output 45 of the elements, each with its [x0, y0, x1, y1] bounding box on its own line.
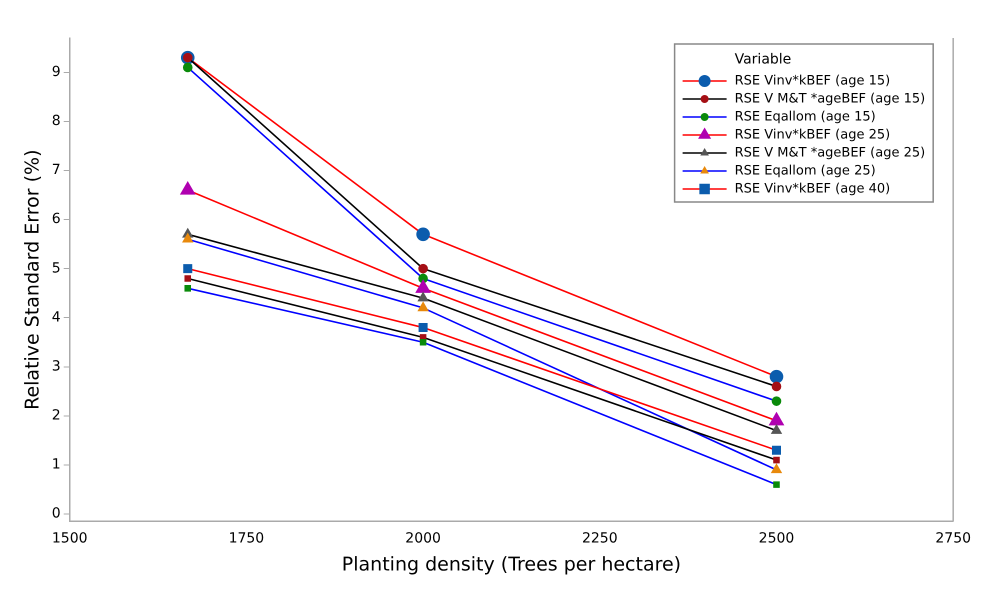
point [418, 264, 428, 274]
x-tick-label: 2000 [405, 530, 441, 546]
y-tick-label: 1 [52, 456, 61, 473]
point [184, 285, 192, 292]
legend-label: RSE Eqallom (age 15) [734, 109, 876, 124]
x-tick-label: 1750 [228, 530, 264, 546]
legend-label: RSE Eqallom (age 25) [734, 163, 876, 178]
legend-label: RSE V M&T *ageBEF (age 25) [734, 145, 926, 160]
point [771, 424, 782, 434]
legend-label: RSE Vinv*kBEF (age 40) [734, 181, 890, 196]
legend-label: RSE Vinv*kBEF (age 25) [734, 127, 890, 142]
legend-label: RSE V M&T *ageBEF (age 15) [734, 91, 926, 106]
y-axis-title: Relative Standard Error (%) [21, 150, 44, 410]
point [183, 264, 192, 274]
point [418, 292, 428, 302]
x-tick-label: 2500 [758, 530, 794, 546]
point [772, 396, 782, 406]
point [773, 481, 780, 488]
y-tick-label: 3 [52, 358, 61, 374]
y-tick-label: 5 [52, 260, 61, 276]
point [418, 302, 428, 312]
y-tick-label: 7 [52, 162, 61, 178]
point [771, 464, 782, 474]
legend-title: Variable [734, 52, 792, 68]
point [416, 228, 430, 242]
point [182, 62, 193, 72]
point [182, 233, 193, 243]
point [418, 323, 428, 332]
point [772, 382, 782, 392]
y-tick-label: 2 [52, 408, 61, 424]
point [770, 370, 784, 384]
point [772, 446, 781, 455]
y-tick-label: 4 [52, 309, 61, 326]
y-tick-label: 6 [52, 211, 61, 228]
point [184, 275, 192, 282]
x-tick-label: 2750 [935, 530, 972, 546]
y-tick-label: 0 [52, 506, 61, 522]
y-tick-label: 8 [52, 113, 61, 130]
point [420, 338, 426, 346]
x-tick-label: 1500 [52, 530, 88, 546]
x-tick-label: 2250 [582, 530, 618, 546]
y-tick-label: 9 [52, 64, 61, 80]
x-axis-title: Planting density (Trees per hectare) [342, 554, 682, 576]
legend-label: RSE Vinv*kBEF (age 15) [734, 73, 890, 88]
point [773, 456, 780, 464]
